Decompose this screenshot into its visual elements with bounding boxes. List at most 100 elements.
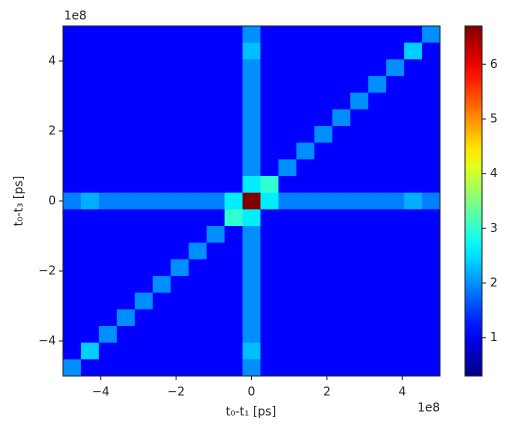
heatmap-cell	[63, 126, 82, 144]
heatmap-cell	[404, 259, 423, 277]
heatmap-cell	[422, 59, 441, 77]
heatmap-cell	[350, 92, 369, 110]
heatmap-cell	[152, 76, 172, 94]
heatmap-cell	[152, 142, 172, 160]
heatmap-cell	[242, 326, 261, 344]
heatmap-cell	[350, 259, 369, 277]
heatmap-cell	[170, 126, 190, 144]
heatmap-cell	[278, 326, 297, 344]
y-tick-label: 4	[48, 54, 56, 68]
heatmap-cell	[188, 126, 208, 144]
heatmap-cell	[314, 242, 333, 260]
heatmap-cell	[332, 42, 351, 60]
heatmap-cell	[332, 109, 351, 127]
heatmap-cell	[224, 42, 243, 60]
heatmap-cell	[404, 159, 423, 177]
heatmap-cell	[332, 192, 351, 210]
heatmap-cell	[188, 242, 208, 260]
heatmap-cell	[260, 59, 279, 77]
heatmap-cell	[332, 209, 351, 227]
heatmap-cell	[386, 259, 405, 277]
heatmap-cell	[314, 126, 333, 144]
heatmap-cell	[98, 292, 118, 310]
heatmap-cell	[314, 76, 333, 94]
heatmap-cell	[386, 76, 405, 94]
heatmap-cell	[314, 226, 333, 244]
heatmap-cell	[80, 242, 100, 260]
heatmap-cell	[278, 242, 297, 260]
heatmap-cell	[260, 126, 279, 144]
heatmap-cell	[242, 359, 261, 377]
heatmap-cell	[224, 26, 243, 44]
heatmap-cell	[152, 242, 172, 260]
heatmap-cell	[314, 42, 333, 60]
heatmap-cell	[206, 59, 225, 77]
heatmap-cell	[98, 309, 118, 327]
heatmap-cell	[242, 26, 261, 44]
heatmap-cell	[368, 92, 387, 110]
heatmap-cell	[404, 226, 423, 244]
heatmap-cell	[98, 59, 118, 77]
heatmap-cell	[116, 359, 136, 377]
heatmap-cell	[368, 126, 387, 144]
heatmap-cell	[314, 26, 333, 44]
heatmap-cell	[116, 326, 136, 344]
heatmap-cell	[296, 59, 315, 77]
heatmap-cell	[188, 359, 208, 377]
heatmap-cell	[188, 59, 208, 77]
heatmap-cell	[242, 176, 261, 194]
heatmap-cell	[332, 76, 351, 94]
heatmap-cell	[260, 42, 279, 60]
heatmap-cell	[368, 292, 387, 310]
heatmap-cell	[314, 159, 333, 177]
heatmap-cell	[296, 76, 315, 94]
heatmap-cell	[206, 292, 225, 310]
heatmap-cell	[152, 259, 172, 277]
heatmap-cell	[332, 309, 351, 327]
heatmap-cell	[386, 309, 405, 327]
heatmap-cell	[134, 292, 154, 310]
heatmap-cell	[80, 192, 100, 210]
heatmap-cell	[98, 276, 118, 294]
heatmap-cell	[116, 159, 136, 177]
heatmap-cell	[63, 142, 82, 160]
heatmap-cell	[134, 192, 154, 210]
heatmap-cell	[368, 242, 387, 260]
heatmap-cell	[98, 259, 118, 277]
heatmap-cell	[350, 326, 369, 344]
x-tick-label: 0	[248, 385, 256, 399]
heatmap-cell	[386, 176, 405, 194]
x-offset-label: 1e8	[417, 401, 440, 415]
heatmap-cell	[152, 59, 172, 77]
heatmap-cell	[350, 42, 369, 60]
heatmap-cell	[98, 92, 118, 110]
heatmap-cell	[170, 142, 190, 160]
heatmap-cell	[260, 342, 279, 360]
heatmap-cell	[80, 142, 100, 160]
heatmap-cell	[422, 359, 441, 377]
heatmap-cell	[368, 76, 387, 94]
heatmap-cell	[152, 359, 172, 377]
heatmap-cell	[170, 326, 190, 344]
heatmap-cell	[386, 109, 405, 127]
heatmap-cell	[206, 126, 225, 144]
heatmap-cell	[224, 242, 243, 260]
y-tick-label: 0	[48, 194, 56, 208]
heatmap-cell	[63, 209, 82, 227]
heatmap-cell	[404, 59, 423, 77]
heatmap-cell	[278, 359, 297, 377]
heatmap-cell	[134, 126, 154, 144]
heatmap-cell	[116, 309, 136, 327]
heatmap-cell	[278, 126, 297, 144]
heatmap-cell	[368, 276, 387, 294]
heatmap-cell	[242, 59, 261, 77]
heatmap-cell	[134, 259, 154, 277]
heatmap-cell	[242, 276, 261, 294]
heatmap-cell	[170, 76, 190, 94]
heatmap-cell	[116, 276, 136, 294]
heatmap-cell	[242, 92, 261, 110]
heatmap-cell	[63, 76, 82, 94]
y-tick-label: −4	[38, 334, 56, 348]
heatmap-cell	[422, 276, 441, 294]
heatmap-cell	[386, 159, 405, 177]
